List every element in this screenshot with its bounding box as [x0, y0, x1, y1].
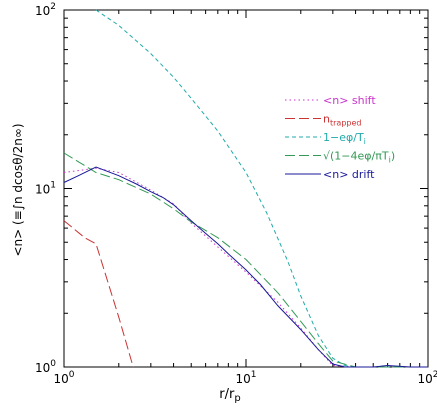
axis-ticks: [63, 10, 428, 368]
x-axis-label: r/rp: [219, 387, 240, 404]
series-line-1: [63, 167, 428, 368]
y-axis-label: <n> (≡∫n dcosθ/2n∞): [11, 123, 25, 256]
series-line-4: [63, 152, 428, 368]
x-tick-label: 102: [417, 370, 437, 386]
series-line-5: [63, 166, 428, 368]
legend-label-1: <n> shift: [323, 94, 376, 107]
legend-label-4: √(1−4eφ/πTi): [323, 150, 395, 165]
legend-label-3: 1−eφ/Ti: [323, 131, 366, 146]
y-tick-label: 100: [35, 359, 56, 375]
y-tick-label: 102: [35, 2, 56, 18]
series-line-2: [63, 220, 134, 368]
tick-labels: 100 101 102 100 101 102: [35, 2, 437, 386]
legend: <n> shift ntrapped 1−eφ/Ti √(1−4eφ/πTi) <n> …: [285, 94, 395, 181]
x-tick-label: 100: [53, 370, 74, 386]
x-tick-label: 101: [235, 370, 256, 386]
legend-label-2: ntrapped: [323, 113, 361, 128]
plot-frame: [63, 9, 429, 368]
y-tick-label: 101: [35, 181, 56, 197]
series-layer: [63, 9, 428, 368]
x-axis-label-sub: p: [234, 393, 240, 404]
legend-label-5: <n> drift: [323, 168, 375, 181]
